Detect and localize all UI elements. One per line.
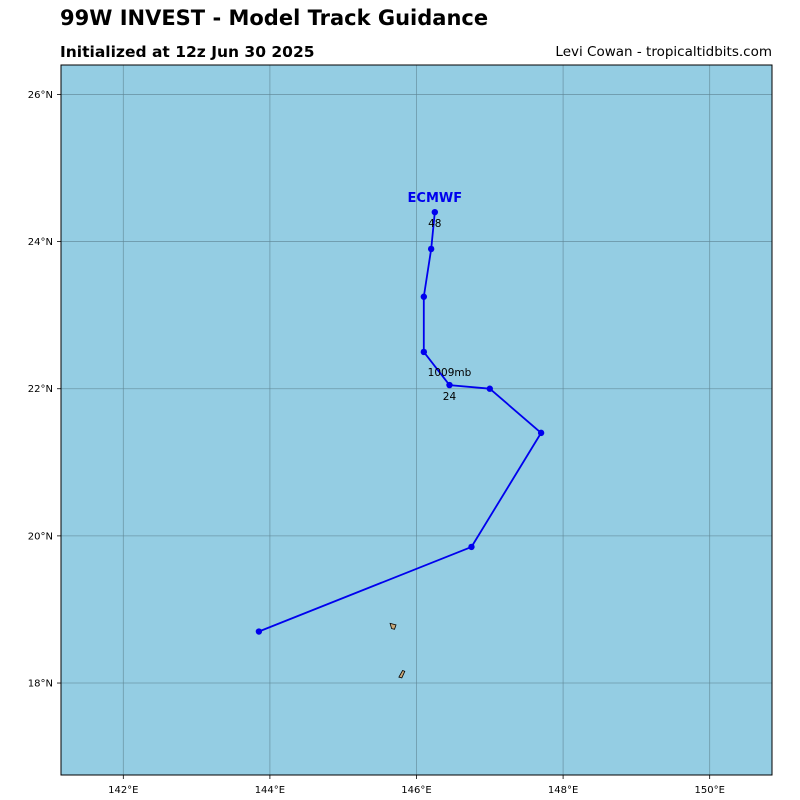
ecmwf-track-point <box>468 543 475 551</box>
y-tick-label: 24°N <box>28 237 53 248</box>
ecmwf-track-point <box>420 293 428 300</box>
island-sarigan <box>398 670 406 679</box>
y-tick-label: 22°N <box>28 384 53 395</box>
x-tick-label: 144°E <box>255 785 285 796</box>
ecmwf-track-point <box>255 628 263 635</box>
track-annotation: 1009mb <box>428 367 472 379</box>
ecmwf-track-point <box>420 348 428 356</box>
author-credit: Levi Cowan - tropicaltidbits.com <box>555 44 772 60</box>
ecmwf-track-point <box>431 208 439 216</box>
x-tick-label: 146°E <box>401 785 431 796</box>
ecmwf-track-point <box>537 429 545 437</box>
x-tick-label: 148°E <box>548 785 578 796</box>
init-time-subtitle: Initialized at 12z Jun 30 2025 <box>60 43 315 61</box>
track-annotation: 24 <box>443 391 457 403</box>
track-annotation: 48 <box>428 218 441 230</box>
y-tick-label: 20°N <box>28 531 53 542</box>
island-anatahan <box>389 622 397 630</box>
x-tick-label: 150°E <box>694 785 724 796</box>
ecmwf-track-point <box>486 385 493 392</box>
ecmwf-model-label: ECMWF <box>408 191 463 206</box>
ecmwf-track-point <box>427 245 435 253</box>
x-tick-label: 142°E <box>108 785 138 796</box>
y-tick-label: 18°N <box>28 679 53 690</box>
chart-title: 99W INVEST - Model Track Guidance <box>60 6 489 30</box>
ecmwf-track-point <box>446 381 453 389</box>
y-tick-label: 26°N <box>28 90 53 101</box>
